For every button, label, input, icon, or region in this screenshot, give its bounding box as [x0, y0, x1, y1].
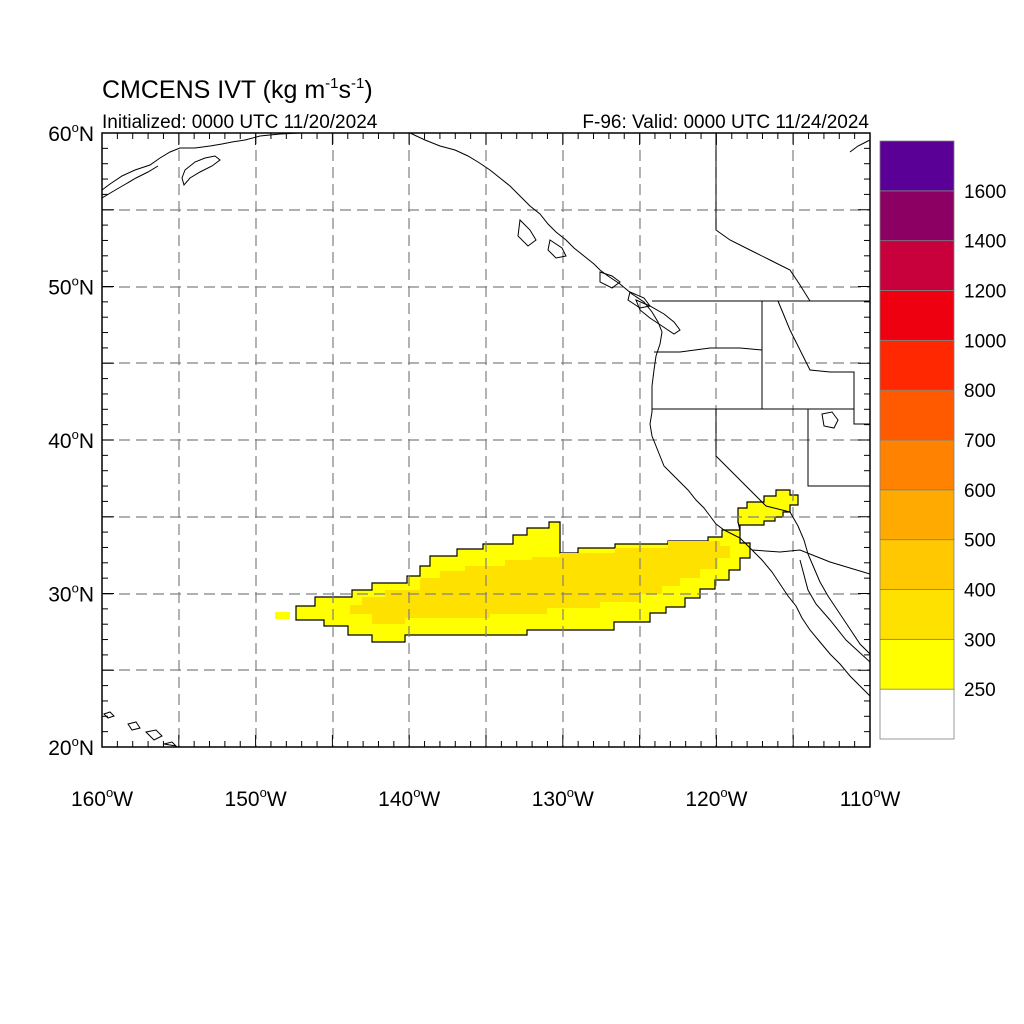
colorbar-segment: [879, 439, 955, 491]
mexico-state-borders: [799, 559, 870, 663]
lat-label: 30oN: [48, 581, 94, 607]
lat-label: 60oN: [48, 120, 94, 146]
alaska-peninsula: [102, 165, 159, 199]
washington-oregon-border: [654, 347, 763, 353]
valid-label: F-96: Valid: 0000 UTC 11/24/2024: [582, 112, 869, 133]
colorbar-label: 300: [964, 630, 996, 651]
borders: [652, 133, 870, 663]
alaska-coast: [102, 133, 301, 191]
nevada-california-border: [715, 409, 791, 513]
colorbar-segment: [879, 638, 955, 690]
baja-gulf-coast: [789, 511, 870, 655]
colorbar-label: 1200: [964, 282, 1006, 303]
colorbar-segment: [879, 290, 955, 341]
lat-label: 40oN: [48, 427, 94, 453]
colorbar-label: 400: [964, 581, 996, 602]
colorbar-segment: [879, 489, 955, 541]
colorbar-label: 700: [964, 431, 996, 452]
colorbar-label: 1400: [964, 232, 1006, 253]
lon-label: 120oW: [685, 785, 747, 811]
hawaii-islands: [103, 711, 178, 747]
bc-islands: [517, 218, 651, 309]
lon-label: 140oW: [378, 785, 440, 811]
colorbar-label: 1600: [964, 182, 1006, 203]
colorbar-segment: [879, 339, 955, 391]
coastlines: [102, 133, 870, 747]
colorbar-label: 600: [964, 481, 996, 502]
init-label: Initialized: 0000 UTC 11/20/2024: [102, 112, 378, 133]
map-area: [102, 133, 870, 747]
utah-nevada-border: [807, 409, 870, 487]
kodiak-island: [181, 155, 221, 187]
colorbar-segment: [879, 240, 955, 291]
colorbar-segment: [879, 539, 955, 590]
lon-label: 150oW: [225, 785, 287, 811]
montana-idaho-border: [777, 300, 870, 425]
gulf-of-alaska-coast: [409, 133, 753, 551]
colorbar-segment: [879, 688, 955, 740]
colorbar-segment: [879, 589, 955, 640]
alaska-bc-border: [715, 133, 811, 302]
lon-axis-labels: 160oW 150oW 140oW 130oW 120oW 110oW: [71, 785, 901, 811]
us-mexico-border: [751, 549, 870, 575]
axis-ticks: [101, 132, 871, 748]
colorbar-label: 250: [964, 680, 996, 701]
colorbar-label: 800: [964, 381, 996, 402]
baja-california-coast: [751, 549, 870, 697]
lat-label: 50oN: [48, 274, 94, 300]
lon-label: 160oW: [71, 785, 133, 811]
colorbar-segment: [879, 140, 955, 192]
colorbar-segment: [879, 389, 955, 441]
colorbar-segment: [879, 190, 955, 242]
great-salt-lake: [821, 411, 839, 429]
lat-axis-labels: 60oN 50oN 40oN 30oN 20oN: [48, 120, 94, 760]
graticule: [102, 133, 870, 747]
colorbar-label: 500: [964, 531, 996, 552]
colorbar: 250 300 400 500 600 700 800 1000 1200 1400 1600: [879, 140, 1006, 740]
hudson-bay-coast: [849, 139, 870, 153]
figure-title: CMCENS IVT (kg m-1s-1): [102, 75, 373, 104]
ivt-region-300: [350, 541, 730, 624]
colorbar-label: 1000: [964, 331, 1006, 352]
lon-label: 130oW: [532, 785, 594, 811]
lon-label: 110oW: [840, 785, 901, 811]
ivt-isolated-cell: [275, 612, 290, 619]
vancouver-island: [635, 299, 681, 335]
lat-label: 20oN: [48, 734, 94, 760]
